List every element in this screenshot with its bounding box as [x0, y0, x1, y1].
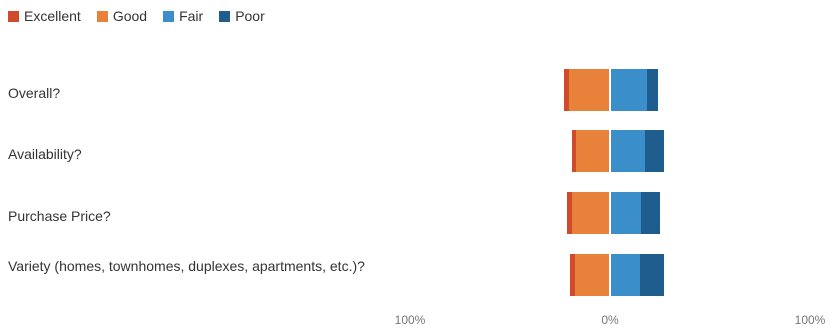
legend-label: Good: [112, 8, 148, 24]
legend-swatch: [163, 10, 175, 22]
legend: Excellent Good Fair Poor: [8, 6, 281, 26]
x-tick-label: 100%: [395, 313, 426, 327]
legend-label: Poor: [235, 8, 265, 24]
bar-good: [575, 254, 610, 296]
bar-poor: [647, 69, 658, 111]
category-label: Variety (homes, townhomes, duplexes, apa…: [8, 258, 365, 274]
bar-good: [572, 192, 610, 234]
bar-poor: [645, 130, 664, 172]
bar-poor: [640, 254, 664, 296]
bar-good: [576, 130, 610, 172]
legend-item-excellent: Excellent: [8, 8, 81, 24]
category-label: Purchase Price?: [8, 208, 111, 224]
bar-fair: [610, 130, 645, 172]
legend-swatch: [8, 10, 19, 22]
legend-item-fair: Fair: [163, 8, 203, 24]
bar-fair: [610, 192, 641, 234]
bar-excellent: [572, 130, 576, 172]
bar-good: [569, 69, 610, 111]
legend-label: Excellent: [24, 8, 81, 24]
category-labels: Overall? Availability? Purchase Price? Vari…: [0, 0, 380, 333]
legend-swatch: [219, 10, 231, 22]
bar-fair: [610, 254, 640, 296]
bar-excellent: [567, 192, 572, 234]
x-tick-label: 100%: [795, 313, 826, 327]
bar-poor: [641, 192, 660, 234]
bar-fair: [610, 69, 647, 111]
bar-excellent: [564, 69, 569, 111]
bar-excellent: [570, 254, 575, 296]
category-label: Availability?: [8, 146, 82, 162]
legend-swatch: [96, 10, 108, 22]
legend-item-poor: Poor: [219, 8, 265, 24]
x-tick-label: 0%: [601, 313, 619, 327]
legend-item-good: Good: [96, 8, 148, 24]
category-label: Overall?: [8, 85, 61, 101]
legend-label: Fair: [179, 8, 204, 24]
